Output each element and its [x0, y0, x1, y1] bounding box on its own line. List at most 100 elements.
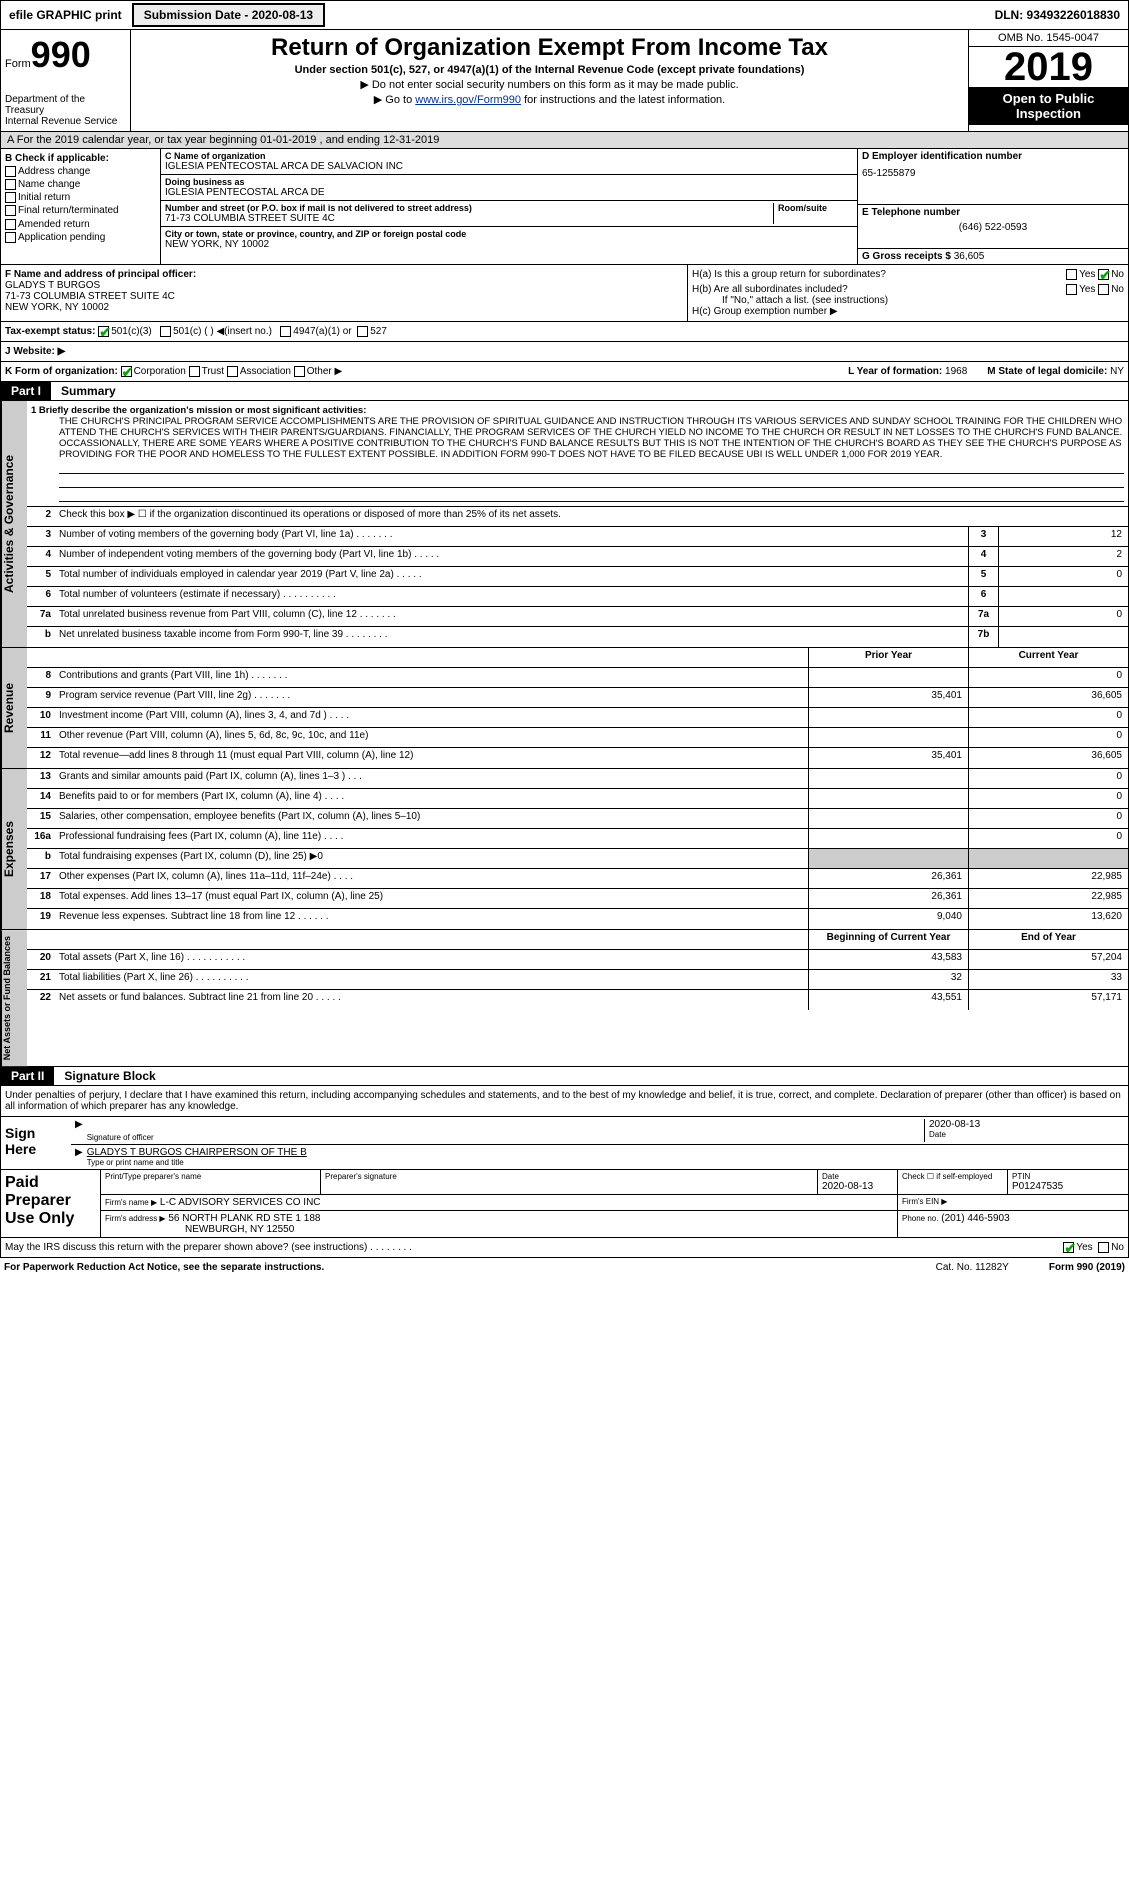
table-row: 11Other revenue (Part VIII, column (A), …: [27, 728, 1128, 748]
table-row: 10Investment income (Part VIII, column (…: [27, 708, 1128, 728]
table-row: bNet unrelated business taxable income f…: [27, 627, 1128, 647]
side-expenses: Expenses: [1, 769, 27, 929]
table-row: bTotal fundraising expenses (Part IX, co…: [27, 849, 1128, 869]
sig-date-label: Date: [929, 1130, 1124, 1139]
instruction-2: ▶ Go to www.irs.gov/Form990 for instruct…: [135, 93, 964, 106]
k-row: K Form of organization: Corporation Trus…: [0, 362, 1129, 382]
officer-row: F Name and address of principal officer:…: [0, 265, 1129, 322]
table-row: 20Total assets (Part X, line 16) . . . .…: [27, 950, 1128, 970]
col-d: D Employer identification number 65-1255…: [858, 149, 1128, 264]
line-2: 2 Check this box ▶ ☐ if the organization…: [27, 507, 1128, 527]
part1-title: Summary: [51, 382, 1128, 400]
tax-year: 2019: [969, 47, 1128, 87]
preparer-label: Paid Preparer Use Only: [1, 1170, 101, 1237]
irs-link[interactable]: www.irs.gov/Form990: [415, 94, 521, 106]
instruction-1: ▶ Do not enter social security numbers o…: [135, 78, 964, 91]
officer-typed-name: GLADYS T BURGOS CHAIRPERSON OF THE B: [87, 1147, 1124, 1158]
mission-block: 1 Briefly describe the organization's mi…: [27, 401, 1128, 507]
form-subtitle: Under section 501(c), 527, or 4947(a)(1)…: [135, 64, 964, 76]
chk-final-return[interactable]: Final return/terminated: [5, 205, 156, 216]
phone-label: E Telephone number: [862, 207, 1124, 218]
col-b-label: B Check if applicable:: [5, 153, 156, 164]
table-row: 22Net assets or fund balances. Subtract …: [27, 990, 1128, 1010]
table-row: 6Total number of volunteers (estimate if…: [27, 587, 1128, 607]
table-row: 7aTotal unrelated business revenue from …: [27, 607, 1128, 627]
header-right: OMB No. 1545-0047 2019 Open to Public In…: [968, 30, 1128, 131]
mission-text: THE CHURCH'S PRINCIPAL PROGRAM SERVICE A…: [59, 416, 1124, 460]
chk-association[interactable]: [227, 366, 238, 377]
website-row: J Website: ▶: [0, 342, 1129, 362]
table-row: 16aProfessional fundraising fees (Part I…: [27, 829, 1128, 849]
officer-typed-label: Type or print name and title: [87, 1158, 1124, 1167]
phone-value: (646) 522-0593: [862, 222, 1124, 233]
chk-501c[interactable]: [160, 326, 171, 337]
chk-501c3[interactable]: [98, 326, 109, 337]
submission-date-button[interactable]: Submission Date - 2020-08-13: [132, 3, 325, 27]
hb-row: H(b) Are all subordinates included? Yes …: [692, 284, 1124, 295]
chk-discuss-yes[interactable]: [1063, 1242, 1074, 1253]
table-row: 14Benefits paid to or for members (Part …: [27, 789, 1128, 809]
dept-label: Department of the Treasury Internal Reve…: [5, 94, 126, 127]
officer-name: GLADYS T BURGOS: [5, 280, 683, 291]
officer-city: NEW YORK, NY 10002: [5, 302, 683, 313]
sign-here-label: Sign Here: [1, 1117, 71, 1169]
ein-label: D Employer identification number: [862, 151, 1124, 162]
gross-value: 36,605: [954, 251, 985, 262]
part2-title: Signature Block: [54, 1067, 1128, 1085]
org-name: IGLESIA PENTECOSTAL ARCA DE SALVACION IN…: [165, 161, 853, 172]
chk-address-change[interactable]: Address change: [5, 166, 156, 177]
addr-label: Number and street (or P.O. box if mail i…: [165, 203, 773, 213]
room-label: Room/suite: [778, 203, 853, 213]
table-row: 21Total liabilities (Part X, line 26) . …: [27, 970, 1128, 990]
period-row: A For the 2019 calendar year, or tax yea…: [0, 132, 1129, 149]
form-label: Form: [5, 58, 31, 70]
table-row: 15Salaries, other compensation, employee…: [27, 809, 1128, 829]
chk-discuss-no[interactable]: [1098, 1242, 1109, 1253]
topbar: efile GRAPHIC print Submission Date - 20…: [0, 0, 1129, 30]
table-row: 12Total revenue—add lines 8 through 11 (…: [27, 748, 1128, 768]
chk-name-change[interactable]: Name change: [5, 179, 156, 190]
chk-4947[interactable]: [280, 326, 291, 337]
net-header: Beginning of Current Year End of Year: [27, 930, 1128, 950]
side-netassets: Net Assets or Fund Balances: [1, 930, 27, 1066]
dba-label: Doing business as: [165, 177, 853, 187]
org-name-label: C Name of organization: [165, 151, 853, 161]
entity-row: B Check if applicable: Address change Na…: [0, 149, 1129, 265]
table-row: 18Total expenses. Add lines 13–17 (must …: [27, 889, 1128, 909]
side-revenue: Revenue: [1, 648, 27, 768]
perjury-declaration: Under penalties of perjury, I declare th…: [1, 1086, 1128, 1116]
officer-addr: 71-73 COLUMBIA STREET SUITE 4C: [5, 291, 683, 302]
side-governance: Activities & Governance: [1, 401, 27, 647]
part1-num: Part I: [1, 382, 51, 400]
chk-corporation[interactable]: [121, 366, 132, 377]
header-title-box: Return of Organization Exempt From Incom…: [131, 30, 968, 131]
expenses-section: Expenses 13Grants and similar amounts pa…: [0, 769, 1129, 930]
sig-officer-label: Signature of officer: [87, 1133, 924, 1142]
chk-application-pending[interactable]: Application pending: [5, 232, 156, 243]
form-title: Return of Organization Exempt From Incom…: [135, 34, 964, 62]
dln-label: DLN: 93493226018830: [987, 5, 1128, 25]
part1-header: Part I Summary: [0, 382, 1129, 401]
signature-block: Under penalties of perjury, I declare th…: [0, 1086, 1129, 1170]
efile-label: efile GRAPHIC print: [1, 5, 130, 25]
chk-527[interactable]: [357, 326, 368, 337]
officer-label: F Name and address of principal officer:: [5, 269, 683, 280]
chk-initial-return[interactable]: Initial return: [5, 192, 156, 203]
tax-exempt-row: Tax-exempt status: 501(c)(3) 501(c) ( ) …: [0, 322, 1129, 342]
table-row: 17Other expenses (Part IX, column (A), l…: [27, 869, 1128, 889]
ein-value: 65-1255879: [862, 168, 1124, 179]
addr-value: 71-73 COLUMBIA STREET SUITE 4C: [165, 213, 773, 224]
dba-value: IGLESIA PENTECOSTAL ARCA DE: [165, 187, 853, 198]
table-row: 19Revenue less expenses. Subtract line 1…: [27, 909, 1128, 929]
chk-other[interactable]: [294, 366, 305, 377]
inspection-badge: Open to Public Inspection: [969, 87, 1128, 125]
chk-trust[interactable]: [189, 366, 200, 377]
gross-label: G Gross receipts $: [862, 251, 951, 262]
header: Form990 Department of the Treasury Inter…: [0, 30, 1129, 132]
chk-amended-return[interactable]: Amended return: [5, 219, 156, 230]
sig-date: 2020-08-13: [929, 1119, 1124, 1130]
table-row: 5Total number of individuals employed in…: [27, 567, 1128, 587]
table-row: 13Grants and similar amounts paid (Part …: [27, 769, 1128, 789]
netassets-section: Net Assets or Fund Balances Beginning of…: [0, 930, 1129, 1067]
table-row: 3Number of voting members of the governi…: [27, 527, 1128, 547]
